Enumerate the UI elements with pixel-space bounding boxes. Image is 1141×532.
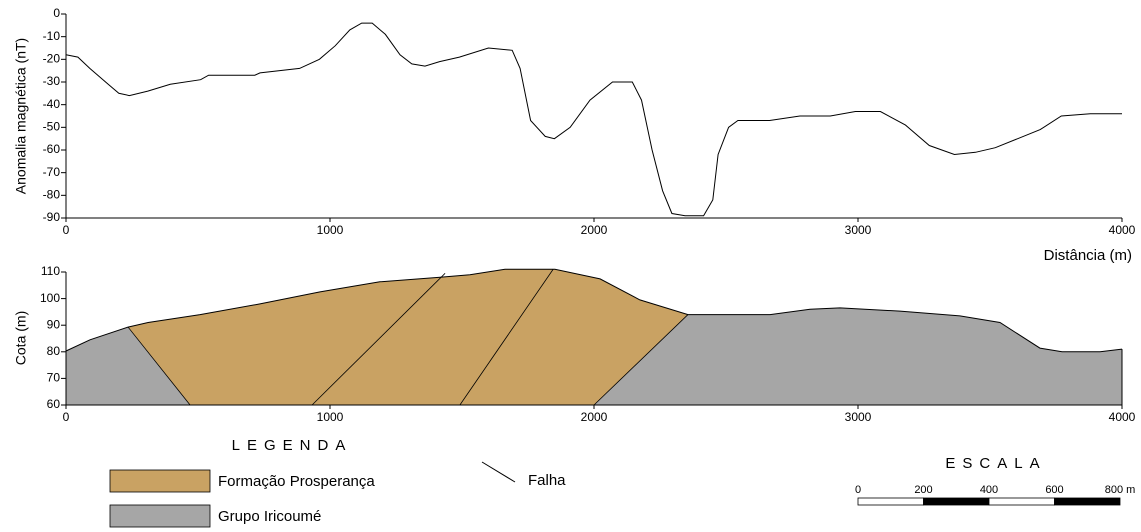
fault-legend-symbol <box>482 462 515 482</box>
x-tick-label: 1000 <box>317 410 344 424</box>
x-tick-label: 0 <box>63 223 70 237</box>
y-tick-label: -80 <box>43 188 61 202</box>
legend-label: Falha <box>528 472 566 489</box>
scale-segment <box>1055 498 1121 505</box>
y-tick-label: 0 <box>53 6 60 20</box>
x-axis-label: Distância (m) <box>1044 247 1132 264</box>
x-tick-label: 1000 <box>317 223 344 237</box>
x-tick-label: 0 <box>63 410 70 424</box>
x-tick-label: 2000 <box>581 223 608 237</box>
y-tick-label: 60 <box>47 397 61 411</box>
y-axis-label: Anomalia magnética (nT) <box>13 38 29 194</box>
y-tick-label: 80 <box>47 344 61 358</box>
y-tick-label: -70 <box>43 165 61 179</box>
legend-title: LEGENDA <box>232 437 353 454</box>
scale-segment <box>858 498 924 505</box>
scale-title: ESCALA <box>945 455 1046 472</box>
legend-swatch <box>110 505 210 527</box>
y-tick-label: -10 <box>43 29 61 43</box>
legend-label: Grupo Iricoumé <box>218 508 321 525</box>
y-tick-label: -40 <box>43 97 61 111</box>
y-tick-label: -20 <box>43 52 61 66</box>
scale-label: 400 <box>980 484 998 496</box>
unit-area <box>128 269 688 405</box>
y-tick-label: 70 <box>47 371 61 385</box>
x-tick-label: 4000 <box>1109 410 1136 424</box>
scale-label: 800 m <box>1105 484 1136 496</box>
y-tick-label: 90 <box>47 317 61 331</box>
y-tick-label: 100 <box>40 291 60 305</box>
figure: Distância (m) Anomalia magnética (nT) Co… <box>0 0 1141 532</box>
y-axis-label: Cota (m) <box>13 311 29 365</box>
anomaly-line <box>66 23 1122 216</box>
y-tick-label: -50 <box>43 120 61 134</box>
y-tick-label: -30 <box>43 74 61 88</box>
x-tick-label: 3000 <box>845 410 872 424</box>
x-tick-label: 3000 <box>845 223 872 237</box>
legend-swatch <box>110 470 210 492</box>
scale-label: 0 <box>855 484 861 496</box>
y-tick-label: -60 <box>43 142 61 156</box>
y-tick-label: -90 <box>43 210 61 224</box>
scale-segment <box>924 498 990 505</box>
scale-label: 200 <box>914 484 932 496</box>
scale-segment <box>989 498 1055 505</box>
scale-label: 600 <box>1045 484 1063 496</box>
x-tick-label: 4000 <box>1109 223 1136 237</box>
x-tick-label: 2000 <box>581 410 608 424</box>
legend-label: Formação Prosperança <box>218 473 375 490</box>
y-tick-label: 110 <box>41 264 60 278</box>
